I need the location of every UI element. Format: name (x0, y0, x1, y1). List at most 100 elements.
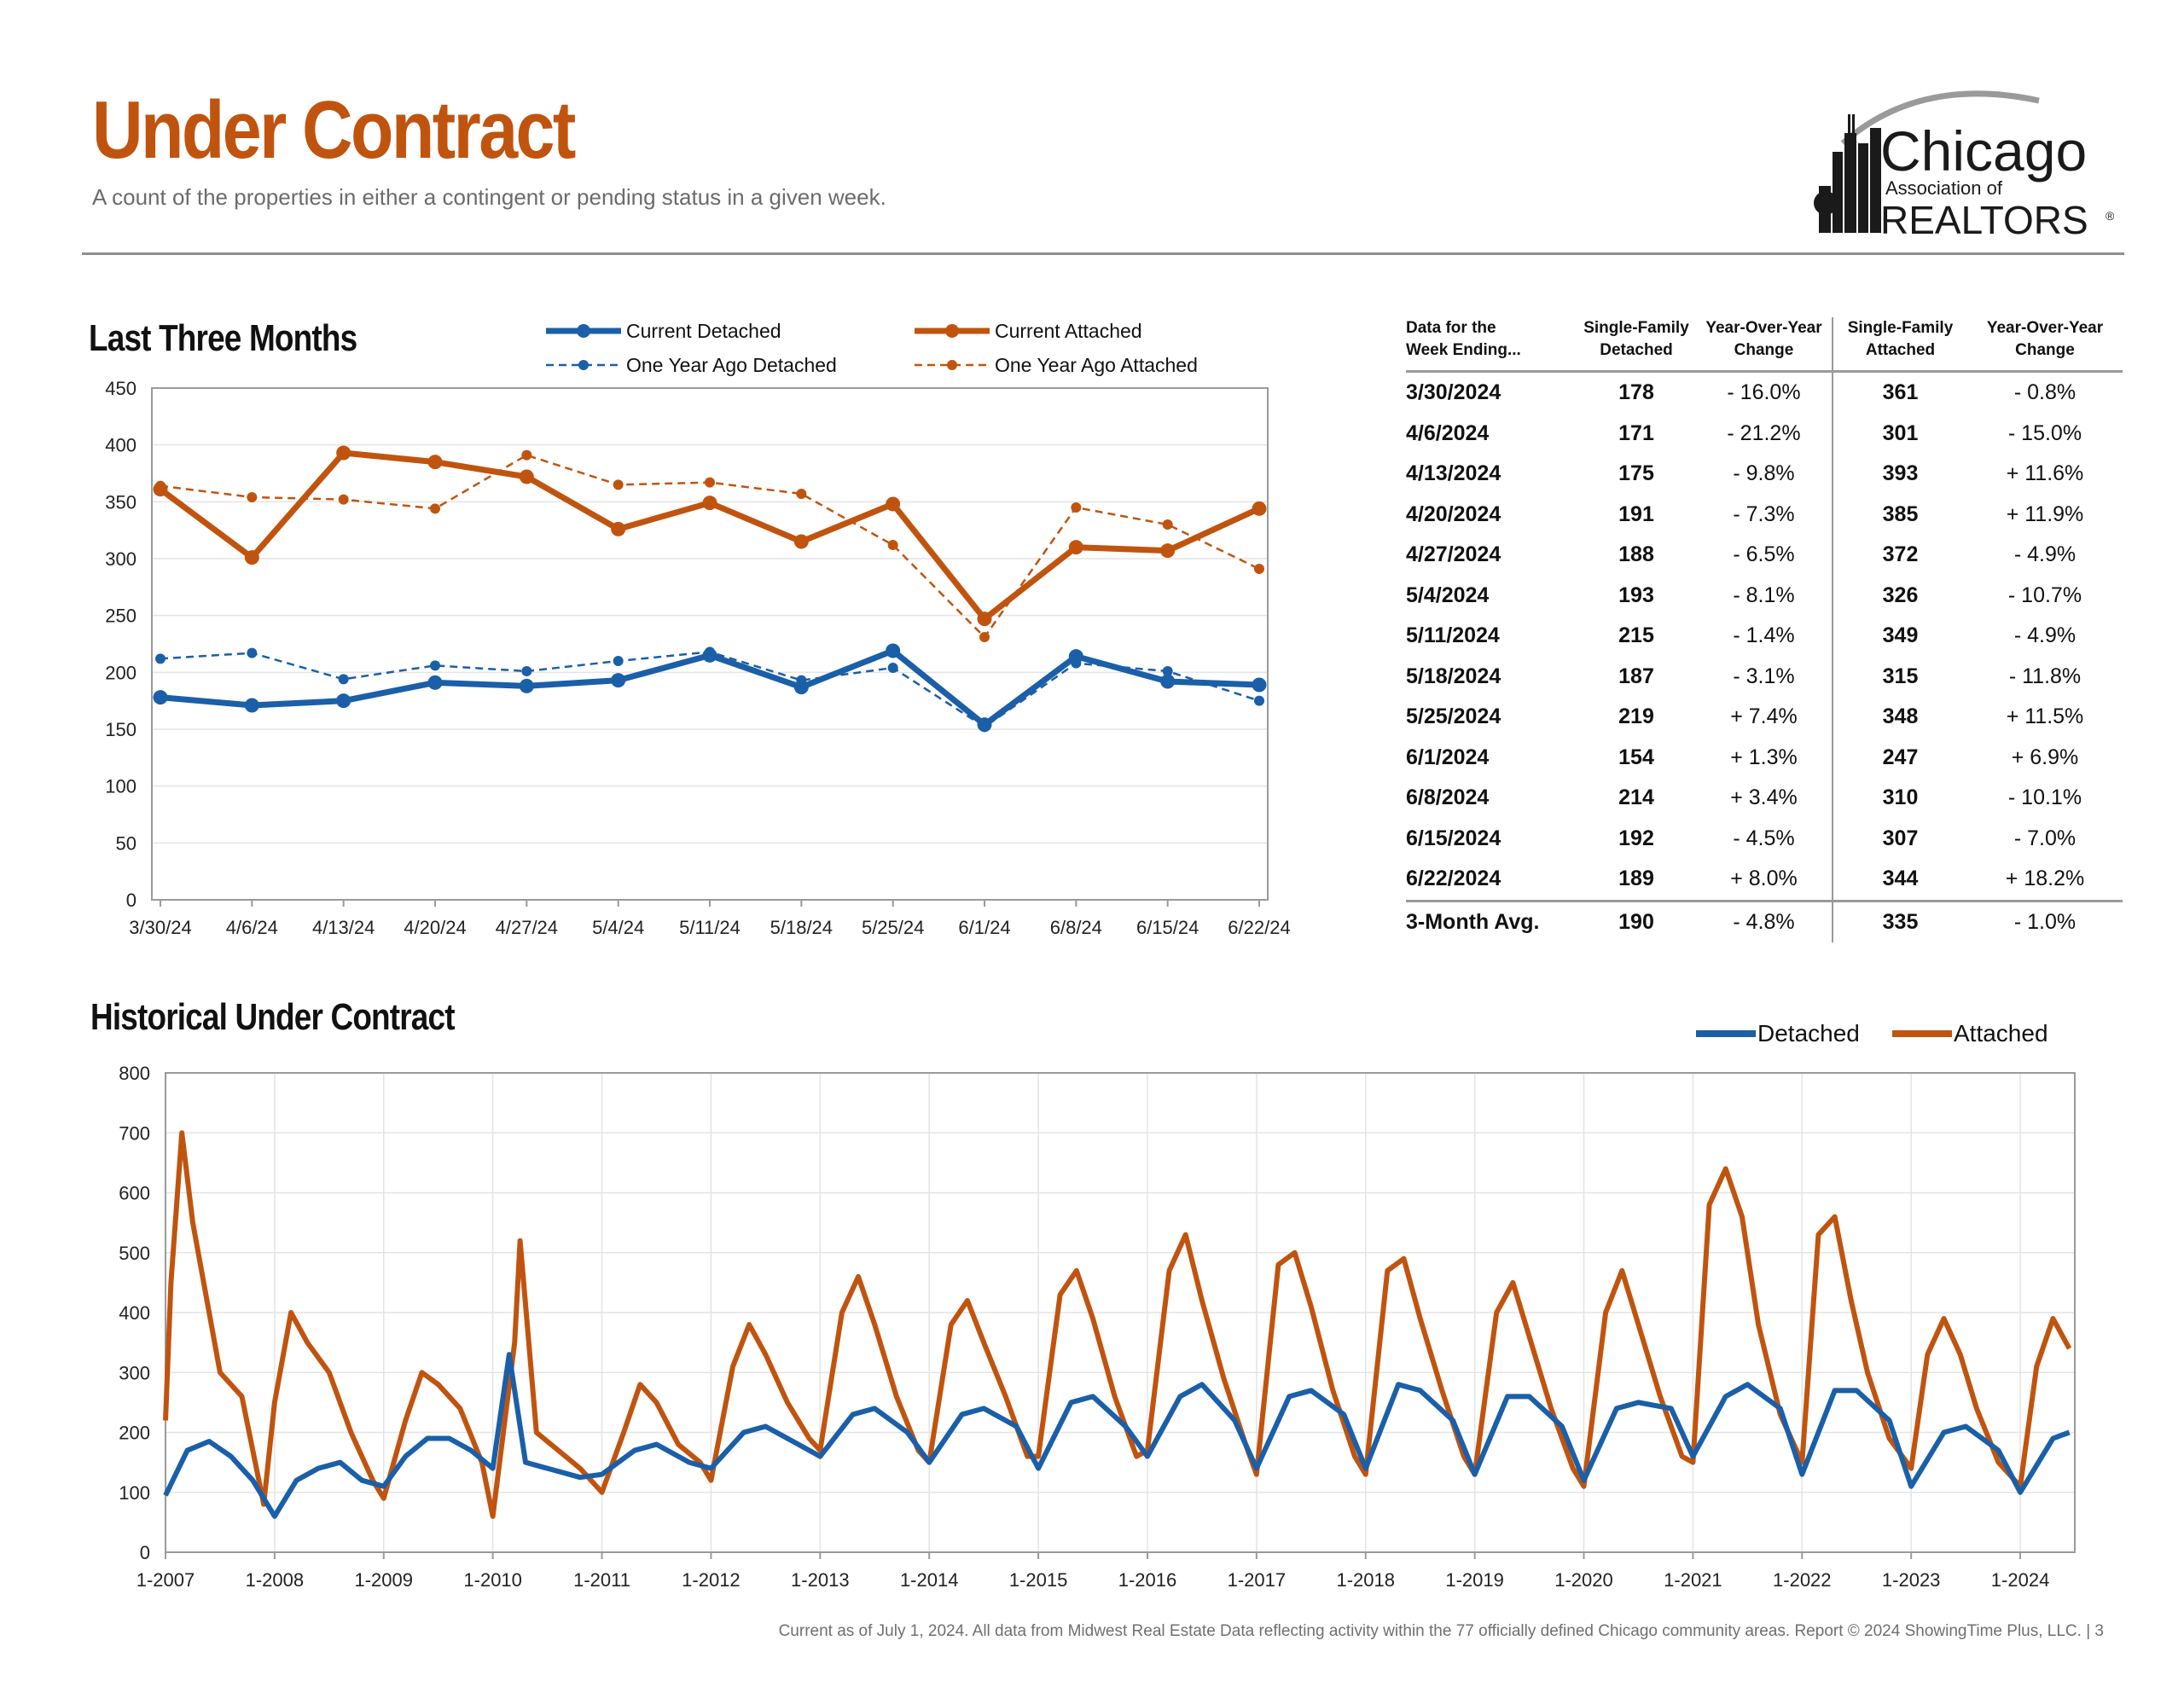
x-tick-label: 6/1/24 (958, 917, 1010, 938)
data-point (702, 496, 717, 511)
x-tick-label: 6/8/24 (1050, 917, 1102, 938)
cell-attached: 344 (1832, 859, 1967, 901)
data-point (247, 647, 258, 658)
legend-label: Attached (1954, 1020, 2048, 1046)
legend-marker (947, 360, 957, 370)
cell-attached-change: - 15.0% (2007, 420, 2082, 445)
data-point (977, 717, 992, 733)
cell-detached: 219 (1618, 704, 1654, 729)
x-tick-label: 4/20/24 (404, 917, 466, 938)
y-tick-label: 200 (105, 662, 136, 683)
cell-attached-change: - 0.8% (2013, 380, 2077, 405)
data-point (1068, 649, 1083, 664)
legend-item: Detached (1696, 1020, 1860, 1046)
table-row: 6/8/2024 214 + 3.4% 310 - 10.1% (1406, 778, 2123, 819)
table-row: 5/4/2024 193 - 8.1% 326 - 10.7% (1406, 575, 2123, 616)
cell-attached-change: + 11.5% (2006, 704, 2084, 729)
data-point (1254, 564, 1264, 574)
cell-week: 4/20/2024 (1406, 501, 1502, 526)
cell-attached-change: + 18.2% (2005, 867, 2085, 891)
cell-detached-change: - 4.5% (1733, 826, 1795, 850)
y-tick-label: 150 (105, 719, 136, 740)
data-point (796, 489, 807, 499)
x-tick-label: 6/15/24 (1136, 917, 1199, 938)
data-point (1252, 501, 1267, 516)
y-tick-label: 200 (119, 1423, 150, 1444)
x-tick-label: 1-2016 (1118, 1569, 1177, 1591)
cell-week: 5/18/2024 (1406, 664, 1502, 688)
logo-chicago: Chicago (1880, 119, 2087, 183)
cell-detached-change: + 3.4% (1730, 786, 1798, 810)
data-point (153, 482, 168, 497)
series-current-detached (153, 643, 1267, 733)
avg-cell: 335 (1832, 899, 1967, 942)
logo-association: Association of (1885, 177, 2003, 199)
cell-week: 6/15/2024 (1406, 826, 1502, 850)
x-tick-label: 1-2014 (900, 1569, 959, 1591)
legend-label: One Year Ago Attached (995, 354, 1198, 376)
data-point (336, 693, 351, 709)
table-row: 5/11/2024 215 - 1.4% 349 - 4.9% (1406, 616, 2123, 657)
recent-line-chart: 0 50 100 150 200 250 300 350 400 450 3/30/24 4/6/24… (105, 320, 1290, 938)
avg-cell: - 1.0% (1967, 899, 2123, 942)
x-tick-label: 1-2018 (1336, 1569, 1395, 1591)
cell-attached: 326 (1832, 575, 1967, 616)
cell-attached: 348 (1832, 697, 1967, 738)
x-tick-label: 1-2009 (355, 1569, 414, 1591)
logo-registered-mark: ® (2106, 209, 2115, 223)
cell-detached: 154 (1618, 745, 1654, 769)
legend-item: One Year Ago Attached (915, 354, 1198, 376)
data-point (793, 680, 809, 695)
data-point (613, 479, 624, 490)
cell-attached: 349 (1832, 616, 1967, 657)
cell-attached-change: - 4.9% (2013, 623, 2077, 648)
cell-detached: 191 (1618, 501, 1654, 526)
cell-attached: 315 (1832, 656, 1967, 697)
legend-label: Current Detached (626, 320, 781, 342)
x-tick-label: 1-2012 (682, 1569, 741, 1591)
data-point (1254, 695, 1264, 706)
x-tick-label: 1-2008 (246, 1569, 305, 1591)
footer-note: Current as of July 1, 2024. All data fro… (778, 1622, 2104, 1640)
table-row: 4/13/2024 175 - 9.8% 393 + 11.6% (1406, 454, 2123, 495)
avg-cell: - 4.8% (1696, 899, 1833, 942)
cell-attached-change: - 4.9% (2013, 542, 2077, 567)
legend-marker (578, 360, 589, 370)
data-point (153, 690, 168, 705)
cell-week: 4/13/2024 (1406, 461, 1502, 486)
legend-item: Current Detached (546, 320, 781, 342)
series-line-attached (163, 1130, 2072, 1519)
data-point (705, 477, 715, 488)
series-line-detached (163, 1352, 2071, 1519)
legend-item: One Year Ago Detached (546, 354, 837, 376)
cell-detached-change: - 9.8% (1733, 461, 1795, 486)
legend-label: Detached (1757, 1020, 1860, 1046)
cell-attached-change: + 11.6% (2006, 461, 2084, 486)
x-tick-label: 1-2019 (1445, 1569, 1504, 1591)
cell-detached-change: - 21.2% (1727, 420, 1801, 445)
data-point (886, 496, 901, 512)
y-tick-label: 100 (105, 776, 136, 797)
y-tick-label: 500 (119, 1243, 150, 1264)
table-row: 4/20/2024 191 - 7.3% 385 + 11.9% (1406, 494, 2123, 535)
y-tick-label: 450 (105, 378, 136, 399)
cell-detached: 214 (1618, 786, 1654, 810)
plot-frame (165, 1072, 2076, 1553)
data-point (979, 632, 990, 642)
x-tick-label: 5/18/24 (770, 917, 833, 938)
y-tick-label: 50 (116, 832, 136, 854)
table-row: 5/25/2024 219 + 7.4% 348 + 11.5% (1406, 697, 2123, 738)
x-tick-label: 1-2007 (136, 1569, 195, 1591)
data-point (427, 455, 443, 470)
y-tick-label: 700 (119, 1122, 150, 1144)
data-point (611, 673, 626, 688)
table-row: 6/22/2024 189 + 8.0% 344 + 18.2% (1406, 859, 2123, 901)
data-point (1071, 502, 1082, 513)
cell-week: 5/25/2024 (1406, 704, 1502, 729)
cell-detached-change: + 7.4% (1730, 704, 1798, 729)
data-point (521, 666, 532, 676)
cell-detached: 178 (1618, 380, 1654, 405)
cell-detached-change: - 6.5% (1733, 542, 1795, 567)
cell-attached: 361 (1832, 371, 1967, 414)
data-point (244, 550, 259, 565)
